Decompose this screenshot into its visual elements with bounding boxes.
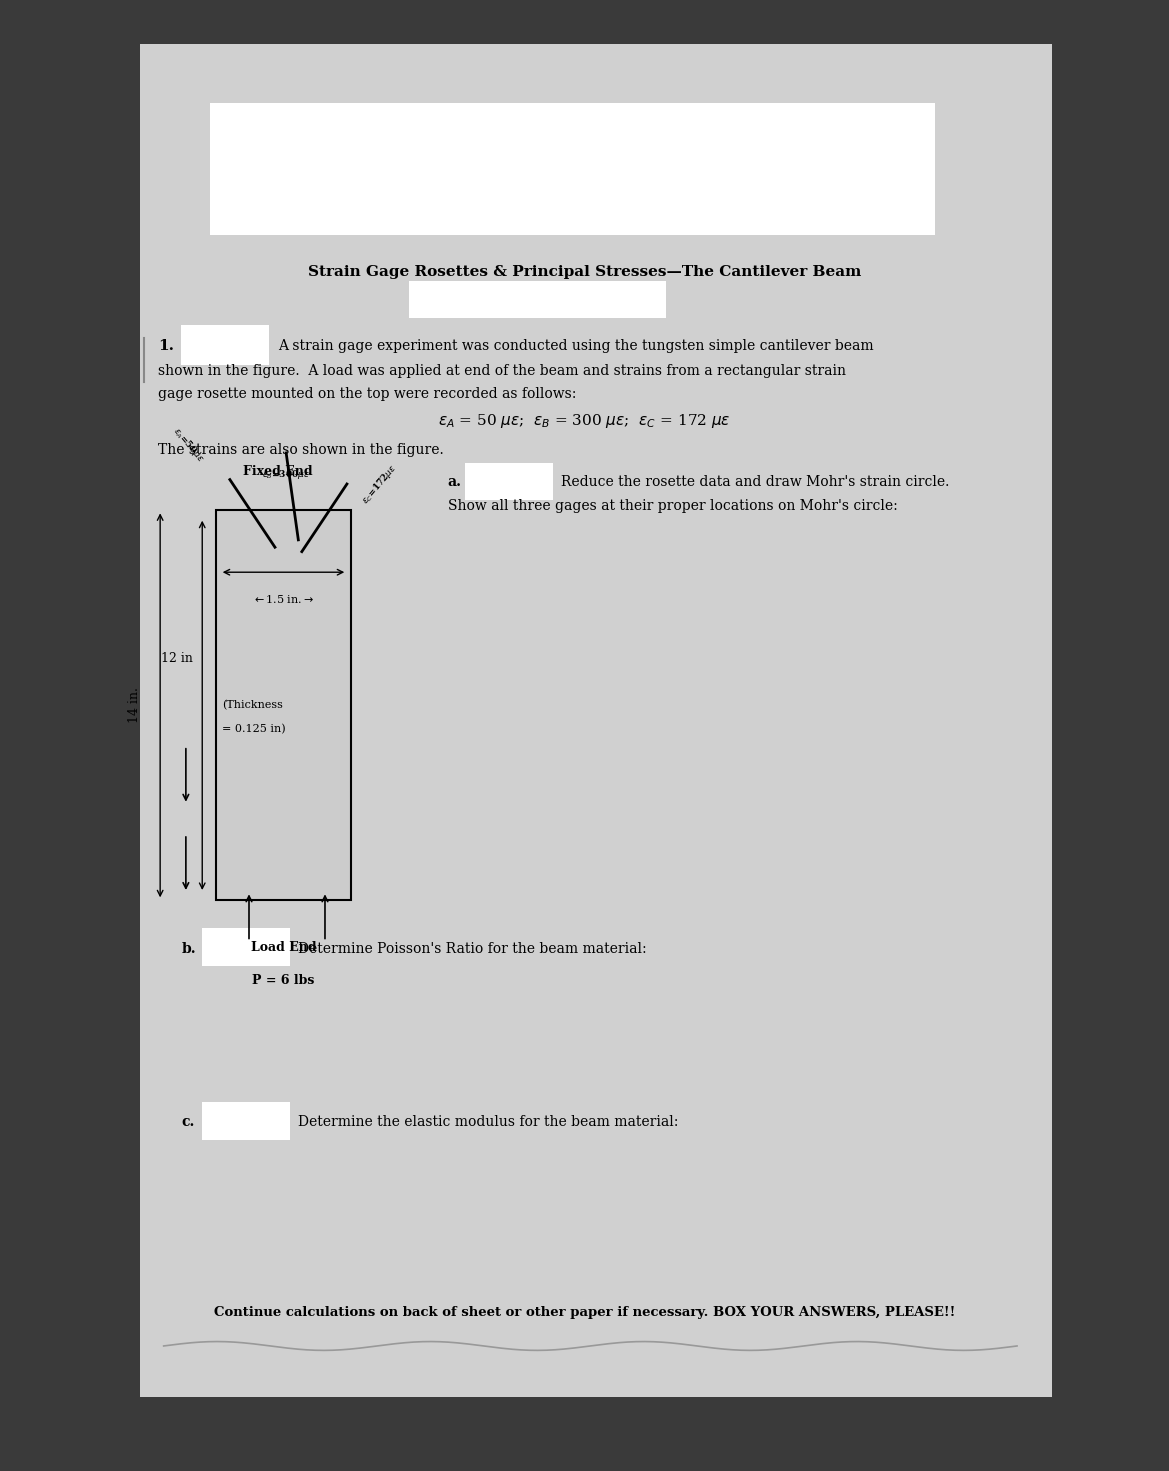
Text: Show all three gages at their proper locations on Mohr's circle:: Show all three gages at their proper loc… — [448, 499, 898, 513]
Text: Load End: Load End — [250, 941, 317, 955]
Text: Fixed End: Fixed End — [243, 465, 312, 478]
Text: $\leftarrow$1.5 in.$\rightarrow$: $\leftarrow$1.5 in.$\rightarrow$ — [253, 593, 314, 605]
Text: 12 in: 12 in — [161, 652, 193, 665]
Bar — [216, 510, 351, 900]
Text: Reduce the rosette data and draw Mohr's strain circle.: Reduce the rosette data and draw Mohr's … — [561, 475, 949, 490]
Text: shown in the figure.  A load was applied at end of the beam and strains from a r: shown in the figure. A load was applied … — [158, 363, 846, 378]
Text: gage rosette mounted on the top were recorded as follows:: gage rosette mounted on the top were rec… — [158, 387, 576, 402]
Bar — [465, 463, 553, 500]
Text: $\varepsilon_C$=172$\mu\varepsilon$: $\varepsilon_C$=172$\mu\varepsilon$ — [359, 462, 400, 506]
Bar — [181, 325, 269, 365]
Bar — [140, 44, 1052, 1397]
Text: P = 6 lbs: P = 6 lbs — [253, 974, 314, 987]
Text: = 0.125 in): = 0.125 in) — [222, 724, 285, 734]
Bar — [409, 281, 666, 318]
Bar — [210, 103, 935, 235]
Text: 1.: 1. — [158, 338, 174, 353]
Text: The strains are also shown in the figure.: The strains are also shown in the figure… — [158, 443, 443, 457]
Text: $\varepsilon_A$ = 50 $\mu\varepsilon$;  $\varepsilon_B$ = 300 $\mu\varepsilon$; : $\varepsilon_A$ = 50 $\mu\varepsilon$; $… — [438, 412, 731, 430]
Text: 14 in.: 14 in. — [127, 687, 141, 724]
Text: Determine Poisson's Ratio for the beam material:: Determine Poisson's Ratio for the beam m… — [298, 941, 646, 956]
Text: Continue calculations on back of sheet or other paper if necessary. BOX YOUR ANS: Continue calculations on back of sheet o… — [214, 1306, 955, 1318]
Text: $\varepsilon_B$=300$\mu\varepsilon$: $\varepsilon_B$=300$\mu\varepsilon$ — [262, 468, 310, 481]
Text: A strain gage experiment was conducted using the tungsten simple cantilever beam: A strain gage experiment was conducted u… — [278, 338, 874, 353]
Text: $\varepsilon_A$=50$\mu\varepsilon$: $\varepsilon_A$=50$\mu\varepsilon$ — [170, 425, 207, 465]
Text: c.: c. — [181, 1115, 194, 1130]
Text: (Thickness: (Thickness — [222, 700, 283, 710]
Text: b.: b. — [181, 941, 196, 956]
Bar — [202, 928, 290, 966]
Text: Determine the elastic modulus for the beam material:: Determine the elastic modulus for the be… — [298, 1115, 678, 1130]
Text: a.: a. — [448, 475, 462, 490]
Text: Strain Gage Rosettes & Principal Stresses—The Cantilever Beam: Strain Gage Rosettes & Principal Stresse… — [307, 265, 862, 279]
Bar — [202, 1102, 290, 1140]
